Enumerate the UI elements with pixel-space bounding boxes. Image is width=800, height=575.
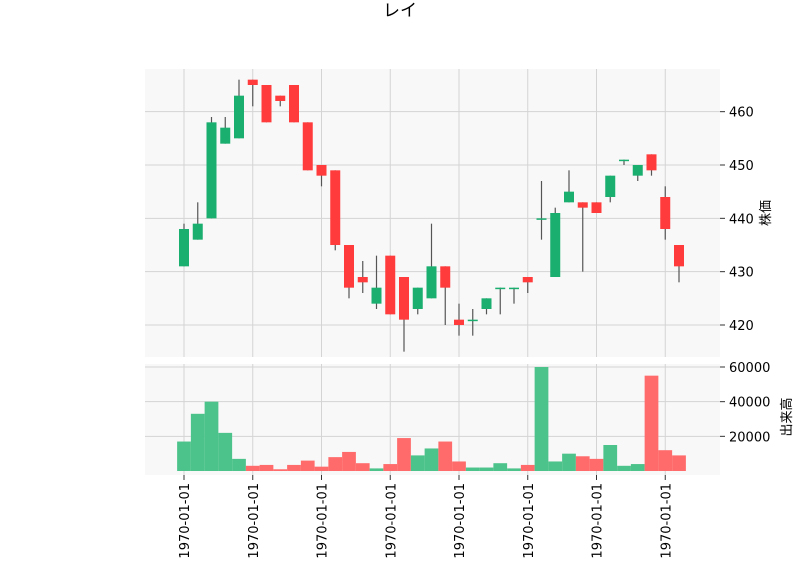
candle-body xyxy=(454,319,464,325)
candle-body xyxy=(467,319,478,322)
volume-bar xyxy=(204,401,219,471)
volume-bar xyxy=(644,375,659,471)
volume-axis-label: 出来高 xyxy=(779,397,795,436)
volume-bar xyxy=(493,463,508,471)
volume-bar xyxy=(630,464,645,471)
volume-bar xyxy=(575,456,590,471)
volume-bar xyxy=(562,453,576,471)
chart-title: レイ xyxy=(383,1,417,21)
volume-bar xyxy=(534,367,549,471)
volume-bar xyxy=(342,451,356,471)
volume-bar xyxy=(355,463,370,471)
candle-body xyxy=(344,245,354,288)
x-tick-label: 1970-01-01 xyxy=(591,483,606,559)
candle-body xyxy=(632,165,643,176)
volume-bar xyxy=(287,464,301,471)
volume-bar xyxy=(245,465,260,471)
x-tick-label: 1970-01-01 xyxy=(384,483,399,559)
candle-body xyxy=(619,159,629,162)
volume-bar xyxy=(259,464,274,471)
volume-bar xyxy=(328,457,343,471)
volume-tick-label: 20000 xyxy=(729,430,770,445)
candle-body xyxy=(234,95,244,139)
candle-body xyxy=(591,202,602,213)
candle-body xyxy=(330,170,341,245)
volume-bar xyxy=(218,432,233,471)
volume-bar xyxy=(190,413,205,471)
candle-body xyxy=(522,277,533,283)
candle-body xyxy=(399,277,409,320)
candle-body xyxy=(605,175,616,197)
price-tick-label: 430 xyxy=(729,266,754,281)
candle-body xyxy=(426,266,437,299)
candle-body xyxy=(412,287,423,309)
candle-body xyxy=(275,95,286,101)
candle-body xyxy=(302,122,313,171)
volume-bar xyxy=(617,465,631,471)
candle-body xyxy=(247,79,258,85)
x-tick-label: 1970-01-01 xyxy=(316,483,331,559)
candle-body xyxy=(495,287,506,290)
volume-bar xyxy=(507,468,521,471)
volume-bar xyxy=(589,458,604,471)
candle-body xyxy=(577,202,588,208)
x-tick-label: 1970-01-01 xyxy=(659,483,674,559)
volume-bar xyxy=(548,461,563,471)
candle-body xyxy=(646,154,657,171)
candle-body xyxy=(385,255,396,315)
volume-bar xyxy=(520,464,535,471)
volume-bar xyxy=(424,448,439,471)
candle-body xyxy=(371,287,382,304)
price-tick-label: 420 xyxy=(729,319,754,334)
candle-body xyxy=(179,229,189,267)
price-panel-bg xyxy=(145,69,720,357)
x-tick-label: 1970-01-01 xyxy=(522,483,537,559)
volume-bar xyxy=(232,458,246,471)
volume-bar xyxy=(177,441,191,471)
candle-body xyxy=(261,85,272,123)
volume-bar xyxy=(465,467,480,471)
volume-bar xyxy=(369,468,384,471)
volume-bar xyxy=(397,438,411,471)
candle-body xyxy=(206,122,217,219)
candle-body xyxy=(674,245,684,267)
candle-body xyxy=(536,218,547,220)
x-tick-label: 1970-01-01 xyxy=(453,483,468,559)
volume-bar xyxy=(479,467,494,471)
candle-body xyxy=(509,287,519,290)
price-tick-label: 460 xyxy=(729,106,754,121)
volume-bar xyxy=(410,455,425,471)
candle-body xyxy=(440,266,451,288)
candle-body xyxy=(564,191,574,203)
price-tick-label: 450 xyxy=(729,159,754,174)
candle-body xyxy=(660,197,671,229)
candle-body xyxy=(550,213,561,277)
volume-bar xyxy=(383,464,398,471)
volume-bar xyxy=(658,450,673,471)
candle-body xyxy=(357,277,368,283)
volume-bar xyxy=(314,466,329,471)
volume-bar xyxy=(672,455,686,471)
volume-bar xyxy=(300,460,315,471)
candle-body xyxy=(192,223,203,240)
candle-body xyxy=(289,85,299,123)
candle-body xyxy=(316,165,327,176)
x-tick-label: 1970-01-01 xyxy=(178,483,193,559)
candle-body xyxy=(220,127,231,144)
volume-tick-label: 40000 xyxy=(729,396,770,411)
volume-bar xyxy=(603,445,618,471)
price-tick-label: 440 xyxy=(729,212,754,227)
volume-tick-label: 60000 xyxy=(729,361,770,376)
volume-bar xyxy=(452,461,466,471)
volume-bar xyxy=(438,441,453,471)
price-axis-label: 株価 xyxy=(759,200,774,226)
volume-bar xyxy=(273,469,288,471)
candle-body xyxy=(481,298,492,309)
x-tick-label: 1970-01-01 xyxy=(247,483,262,559)
